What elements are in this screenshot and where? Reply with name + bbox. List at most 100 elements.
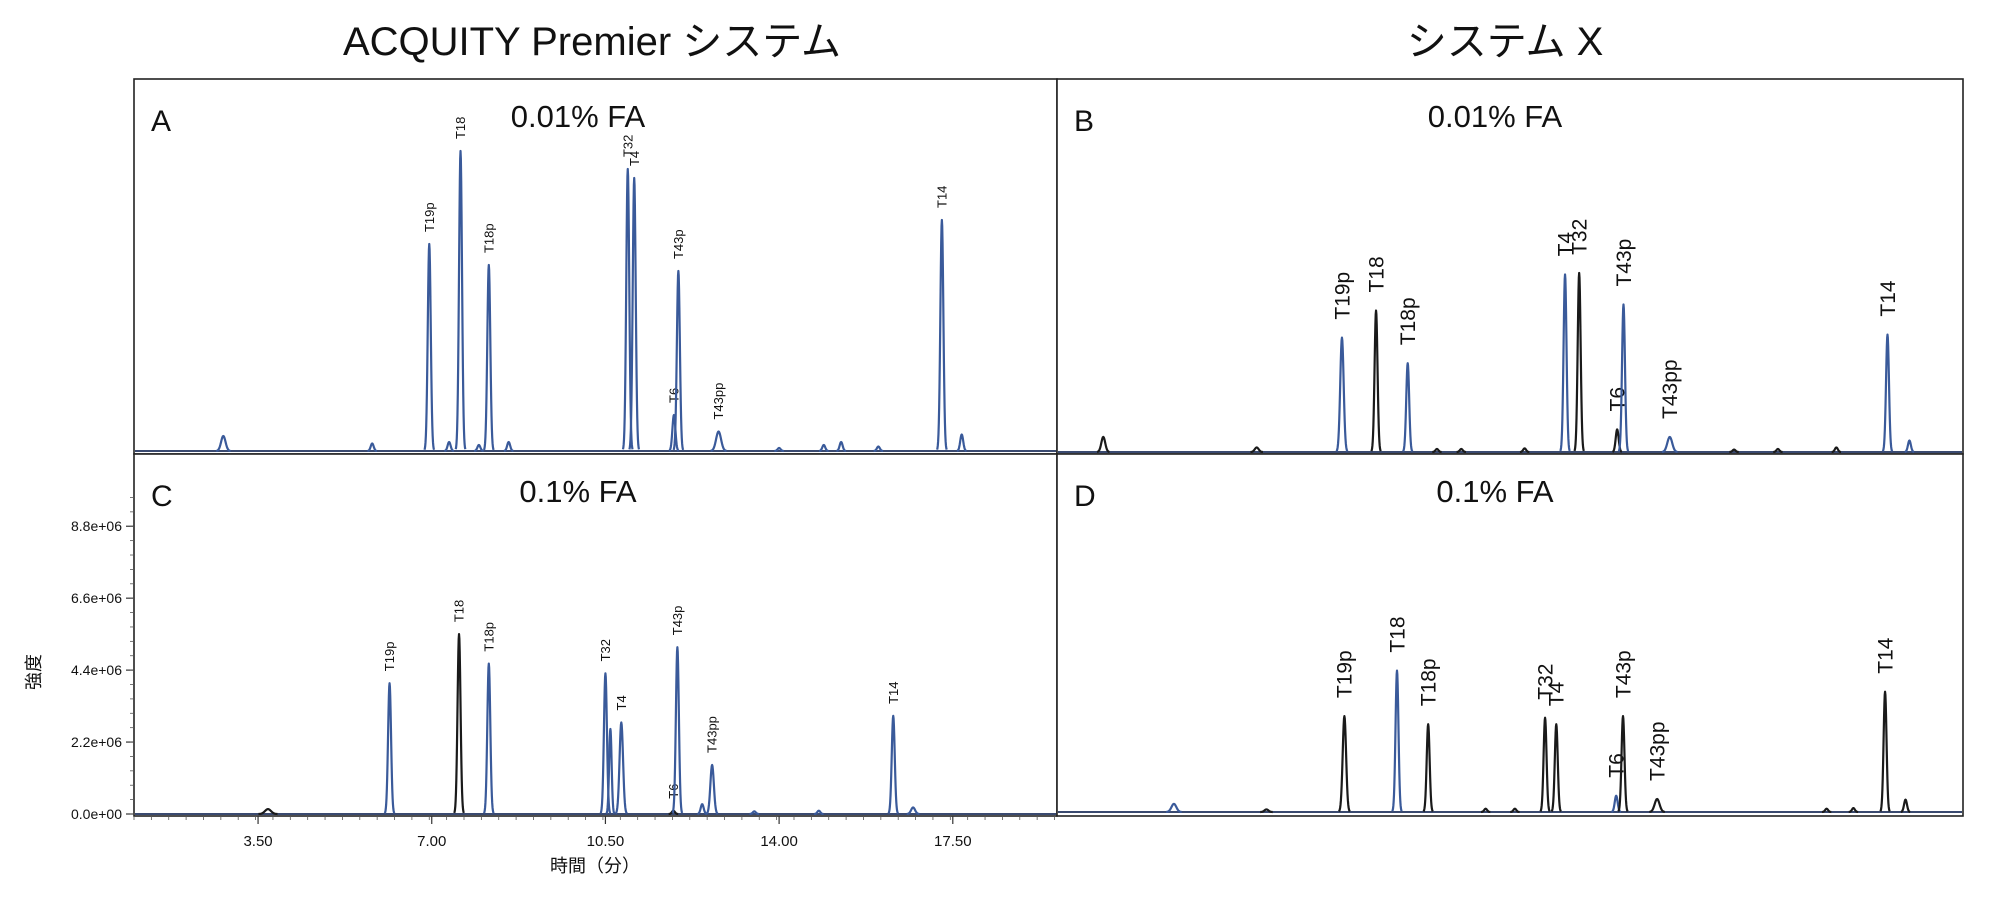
minor-peak [835, 440, 847, 453]
minor-peak [906, 806, 921, 816]
panel-title: 0.1% FA [519, 474, 636, 509]
peak-label: T18p [1397, 297, 1420, 345]
peak-t4 [628, 176, 641, 450]
peak-t43p [672, 269, 685, 451]
peak-label: T43p [671, 229, 686, 259]
minor-peak [1900, 798, 1911, 814]
x-tick-label: 10.50 [587, 833, 625, 850]
panel-title: 0.1% FA [1436, 474, 1553, 509]
peak-t32 [1539, 716, 1551, 812]
peak-label: T32 [1534, 664, 1557, 700]
peak-label: T19p [422, 202, 437, 232]
minor-peak [1772, 447, 1784, 454]
peak-label: T32 [598, 639, 613, 661]
peak-t4 [1550, 723, 1562, 813]
minor-peak [1847, 807, 1859, 814]
peak-label: T6 [666, 388, 681, 403]
peak-t14 [887, 714, 899, 814]
minor-peak [1830, 446, 1842, 454]
x-tick-label: 3.50 [243, 833, 272, 850]
y-axis-label: 強度 [24, 654, 44, 690]
peak-t18 [454, 149, 467, 450]
peak-label: T14 [1874, 637, 1897, 674]
peak-label: T6 [1606, 753, 1629, 778]
peak-label: T18 [1386, 616, 1409, 652]
peak-t4 [1559, 273, 1571, 452]
peak-label: T6 [1607, 387, 1630, 412]
peak-label: T18p [481, 622, 496, 652]
minor-peak [1259, 808, 1274, 814]
minor-peak [503, 440, 515, 453]
panel-title: 0.01% FA [1428, 99, 1563, 134]
peak-t19p [383, 682, 396, 814]
panel-frame [1056, 78, 1964, 455]
panels: A 0.01% FAT19pT18T18pT32T4T6T43pT43ppT14B… [133, 78, 1964, 817]
peak-t43pp [1661, 435, 1679, 453]
peak-label: T43pp [1659, 359, 1682, 419]
minor-peak [1903, 439, 1915, 454]
panel-letter: D [1074, 480, 1096, 513]
x-tick-label: 14.00 [760, 833, 798, 850]
minor-peak [773, 446, 785, 453]
peak-label: T43pp [711, 383, 726, 420]
peak-t32 [1573, 271, 1585, 452]
minor-peak [818, 443, 830, 453]
minor-peak [215, 434, 232, 452]
peak-label: T32 [1569, 219, 1592, 255]
peak-label: T32 [620, 135, 635, 157]
minor-peak [956, 433, 968, 452]
panel-title: 0.01% FA [511, 99, 646, 134]
peak-t6 [668, 413, 680, 452]
minor-peak [1249, 446, 1264, 454]
peak-label: T4 [1546, 681, 1569, 706]
peak-label: T19p [1331, 272, 1354, 320]
peak-t18 [1391, 669, 1403, 812]
peak-label: T4 [627, 151, 642, 166]
peak-t14 [1881, 333, 1894, 452]
x-axis: 3.50 7.00 10.50 14.00 17.50 [133, 816, 1055, 850]
peak-t19p [1335, 336, 1349, 452]
y-tick-label: 6.6e+06 [71, 590, 122, 606]
minor-peak [443, 440, 455, 453]
peak-t18p [1402, 362, 1414, 453]
peak-label: T18 [452, 600, 467, 622]
peak-label: T43p [1613, 239, 1636, 287]
panel-letter: C [151, 480, 173, 513]
x-tick-label: 17.50 [934, 833, 972, 850]
peak-t43p [671, 646, 684, 814]
panel-frame [1056, 453, 1964, 817]
peak-label: T19p [382, 642, 397, 672]
minor-peak [366, 442, 378, 453]
peak-label: T43p [1612, 650, 1635, 698]
peak-t43p [1617, 303, 1630, 452]
peak-t43pp [705, 763, 719, 815]
right-column-title: システム X [1407, 20, 1604, 64]
x-tick-label: 7.00 [417, 833, 446, 850]
y-tick-label: 2.2e+06 [71, 734, 122, 750]
peak-t4 [614, 721, 628, 815]
minor-peak [813, 809, 825, 816]
peak-t14 [1879, 690, 1891, 812]
minor-peak [605, 727, 616, 815]
peak-t18 [453, 633, 465, 814]
peak-label: T14 [1877, 280, 1900, 317]
peak-label: T14 [934, 186, 949, 208]
peak-label: T18p [1418, 658, 1441, 706]
minor-peak [1519, 447, 1531, 454]
peak-t18p [1422, 723, 1434, 813]
panel-frame [133, 453, 1058, 817]
minor-peak [1096, 435, 1111, 453]
peak-label: T14 [886, 681, 901, 703]
minor-peak [696, 803, 708, 816]
peak-label: T4 [614, 695, 629, 710]
minor-peak [1480, 807, 1492, 814]
y-tick-label: 0.0e+00 [71, 806, 122, 822]
minor-peak [748, 810, 760, 816]
panel-letter: A [151, 105, 171, 138]
peak-t19p [423, 242, 436, 451]
peak-label: T18 [453, 117, 468, 139]
